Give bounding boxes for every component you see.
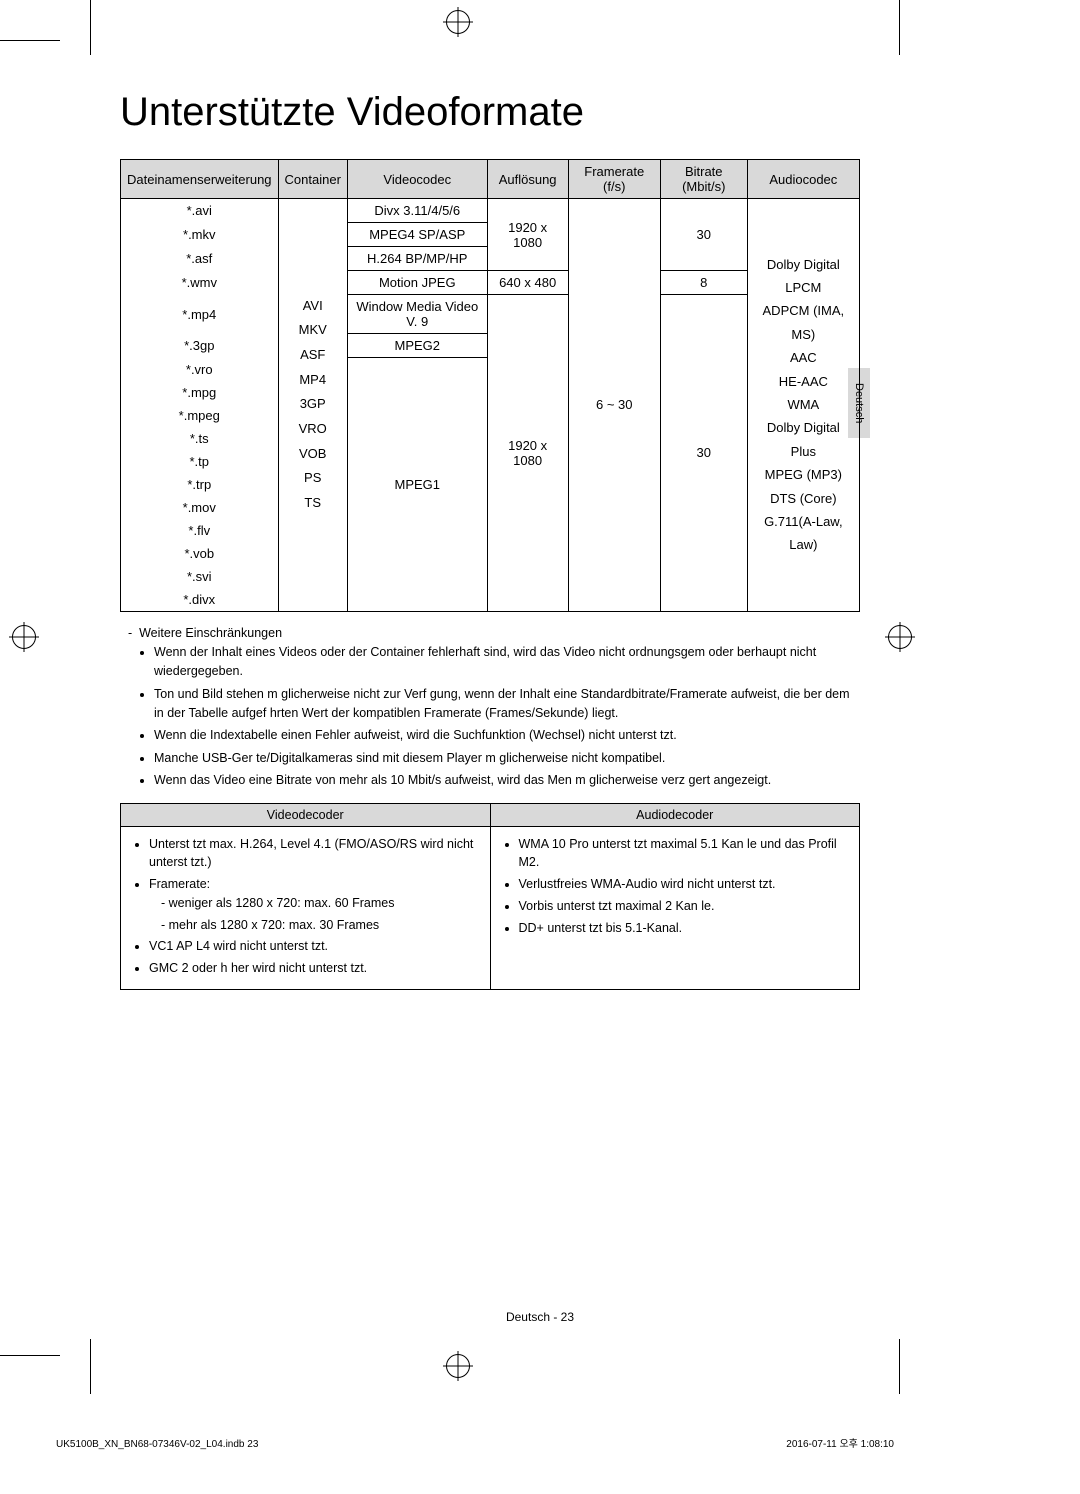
- ext-cell: *.mpg: [121, 381, 279, 404]
- notes-title: - Weitere Einschränkungen: [120, 624, 860, 643]
- ext-cell: *.vob: [121, 542, 279, 565]
- codec-cell: H.264 BP/MP/HP: [347, 247, 487, 271]
- ext-cell: *.divx: [121, 588, 279, 612]
- ext-cell: *.mpeg: [121, 404, 279, 427]
- codec-cell: Divx 3.11/4/5/6: [347, 199, 487, 223]
- codec-cell: Window Media Video V. 9: [347, 295, 487, 334]
- vdec-sub: weniger als 1280 x 720: max. 60 Frames: [161, 894, 480, 913]
- ext-cell: *.svi: [121, 565, 279, 588]
- res-cell: 1920 x 1080: [487, 199, 568, 271]
- page-content: Unterstützte Videoformate Dateinamenserw…: [120, 90, 860, 990]
- ext-cell: *.flv: [121, 519, 279, 542]
- ext-cell: *.wmv: [121, 271, 279, 295]
- ext-cell: *.asf: [121, 247, 279, 271]
- footer-file: UK5100B_XN_BN68-07346V-02_L04.indb 23: [56, 1439, 258, 1450]
- th-container: Container: [278, 160, 347, 199]
- reg-mark-top: [446, 10, 470, 34]
- th-videodec: Videodecoder: [121, 803, 491, 826]
- formats-table: Dateinamenserweiterung Container Videoco…: [120, 159, 860, 612]
- note-item: Ton und Bild stehen m glicherweise nicht…: [154, 685, 860, 724]
- adec-item: DD+ unterst tzt bis 5.1-Kanal.: [519, 919, 850, 938]
- adec-item: Vorbis unterst tzt maximal 2 Kan le.: [519, 897, 850, 916]
- codec-cell: Motion JPEG: [347, 271, 487, 295]
- bitrate-cell: 30: [660, 199, 747, 271]
- note-item: Manche USB-Ger te/Digitalkameras sind mi…: [154, 749, 860, 768]
- codec-cell: MPEG4 SP/ASP: [347, 223, 487, 247]
- vdec-item: Unterst tzt max. H.264, Level 4.1 (FMO/A…: [149, 835, 480, 873]
- audiodec-cell: WMA 10 Pro unterst tzt maximal 5.1 Kan l…: [490, 826, 860, 989]
- ext-cell: *.mov: [121, 496, 279, 519]
- reg-mark-right: [888, 625, 912, 649]
- th-ext: Dateinamenserweiterung: [121, 160, 279, 199]
- ext-cell: *.3gp: [121, 334, 279, 358]
- adec-item: Verlustfreies WMA-Audio wird nicht unter…: [519, 875, 850, 894]
- decoders-table: Videodecoder Audiodecoder Unterst tzt ma…: [120, 803, 860, 990]
- audio-cell: Dolby DigitalLPCMADPCM (IMA, MS)AACHE-AA…: [747, 199, 859, 612]
- th-fps: Framerate (f/s): [568, 160, 660, 199]
- reg-mark-left: [12, 625, 36, 649]
- vdec-sub: mehr als 1280 x 720: max. 30 Frames: [161, 916, 480, 935]
- vdec-item: VC1 AP L4 wird nicht unterst tzt.: [149, 937, 480, 956]
- bitrate-cell: 30: [660, 295, 747, 612]
- note-item: Wenn die Indextabelle einen Fehler aufwe…: [154, 726, 860, 745]
- res-cell: 640 x 480: [487, 271, 568, 295]
- page-title: Unterstützte Videoformate: [120, 90, 860, 135]
- codec-cell: MPEG1: [347, 358, 487, 612]
- footer-date: 2016-07-11 오후 1:08:10: [786, 1435, 894, 1450]
- reg-mark-bottom: [446, 1354, 470, 1378]
- footer-page-num: Deutsch - 23: [0, 1310, 1080, 1324]
- th-codec: Videocodec: [347, 160, 487, 199]
- th-audio: Audiocodec: [747, 160, 859, 199]
- ext-cell: *.mp4: [121, 295, 279, 334]
- note-item: Wenn das Video eine Bitrate von mehr als…: [154, 771, 860, 790]
- ext-cell: *.mkv: [121, 223, 279, 247]
- vdec-item: Framerate: weniger als 1280 x 720: max. …: [149, 875, 480, 934]
- bitrate-cell: 8: [660, 271, 747, 295]
- ext-cell: *.ts: [121, 427, 279, 450]
- ext-cell: *.avi: [121, 199, 279, 223]
- videodec-cell: Unterst tzt max. H.264, Level 4.1 (FMO/A…: [121, 826, 491, 989]
- vdec-item: GMC 2 oder h her wird nicht unterst tzt.: [149, 959, 480, 978]
- adec-item: WMA 10 Pro unterst tzt maximal 5.1 Kan l…: [519, 835, 850, 873]
- th-res: Auflösung: [487, 160, 568, 199]
- ext-cell: *.tp: [121, 450, 279, 473]
- th-audiodec: Audiodecoder: [490, 803, 860, 826]
- ext-cell: *.vro: [121, 358, 279, 381]
- notes-section: - Weitere Einschränkungen Wenn der Inhal…: [120, 624, 860, 791]
- fps-cell: 6 ~ 30: [568, 199, 660, 612]
- ext-cell: *.trp: [121, 473, 279, 496]
- th-bitrate: Bitrate (Mbit/s): [660, 160, 747, 199]
- container-cell: AVIMKVASFMP43GPVROVOBPSTS: [278, 199, 347, 612]
- res-cell: 1920 x 1080: [487, 295, 568, 612]
- codec-cell: MPEG2: [347, 334, 487, 358]
- note-item: Wenn der Inhalt eines Videos oder der Co…: [154, 643, 860, 682]
